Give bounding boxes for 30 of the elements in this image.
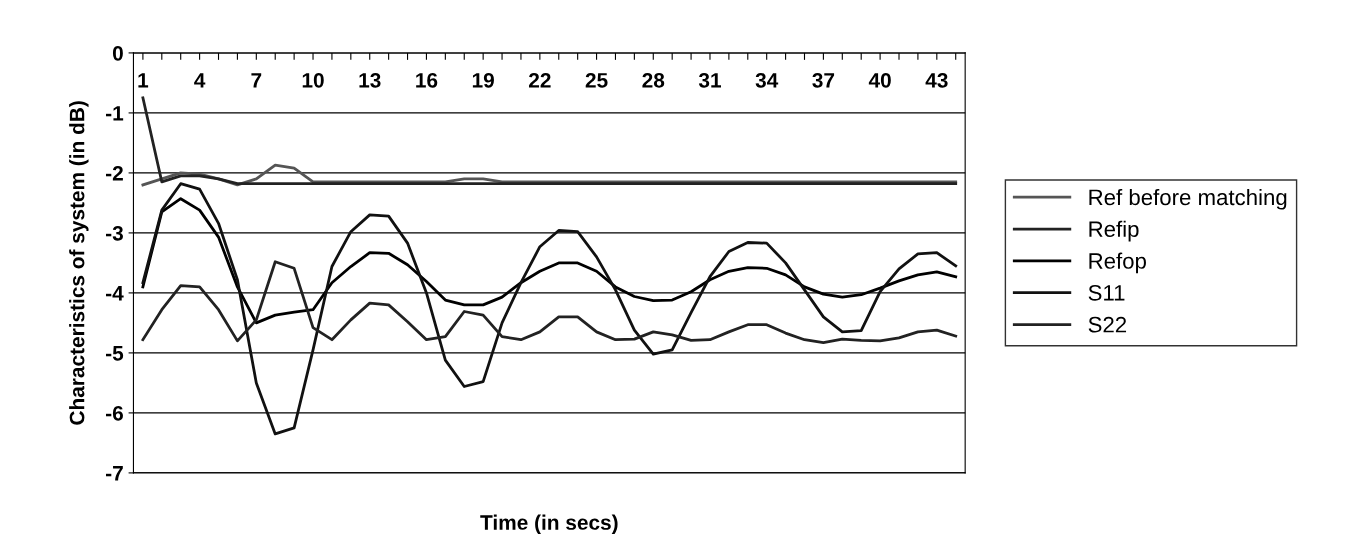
x-tick-label: 4 <box>194 73 206 88</box>
x-tick-label: 7 <box>251 73 262 88</box>
x-tick-label: 28 <box>642 72 665 88</box>
y-tick-label: -5 <box>106 346 124 361</box>
legend-label: Refop <box>1089 252 1146 274</box>
x-tick-label: 40 <box>868 72 891 88</box>
legend-label: Ref before matching <box>1089 188 1287 210</box>
x-tick-label: 22 <box>529 72 551 88</box>
x-tick-label: 31 <box>698 72 721 88</box>
x-tick-label: 43 <box>925 72 948 88</box>
x-tick-label: 25 <box>585 72 608 88</box>
y-tick-label: 0 <box>112 45 123 61</box>
legend-label: S22 <box>1088 316 1127 333</box>
x-tick-label: 34 <box>755 72 779 88</box>
x-tick-label: 16 <box>416 72 438 88</box>
legend-label: Refip <box>1089 220 1139 242</box>
x-tick-label: 10 <box>302 72 324 88</box>
y-tick-label: -4 <box>106 286 124 301</box>
y-tick-label: -3 <box>106 225 123 241</box>
y-axis-title: Characteristics of system (in dB) <box>69 101 89 425</box>
y-tick-label: -7 <box>106 466 123 481</box>
y-tick-label: -6 <box>106 405 123 421</box>
y-tick-label: -1 <box>106 106 124 121</box>
legend-label: S11 <box>1088 284 1125 301</box>
x-tick-label: 1 <box>138 73 149 88</box>
y-tick-label: -2 <box>106 165 123 181</box>
x-tick-label: 19 <box>472 72 494 88</box>
x-tick-label: 13 <box>359 72 381 88</box>
x-tick-label: 37 <box>812 72 835 88</box>
x-axis-title: Time (in secs) <box>480 514 618 534</box>
